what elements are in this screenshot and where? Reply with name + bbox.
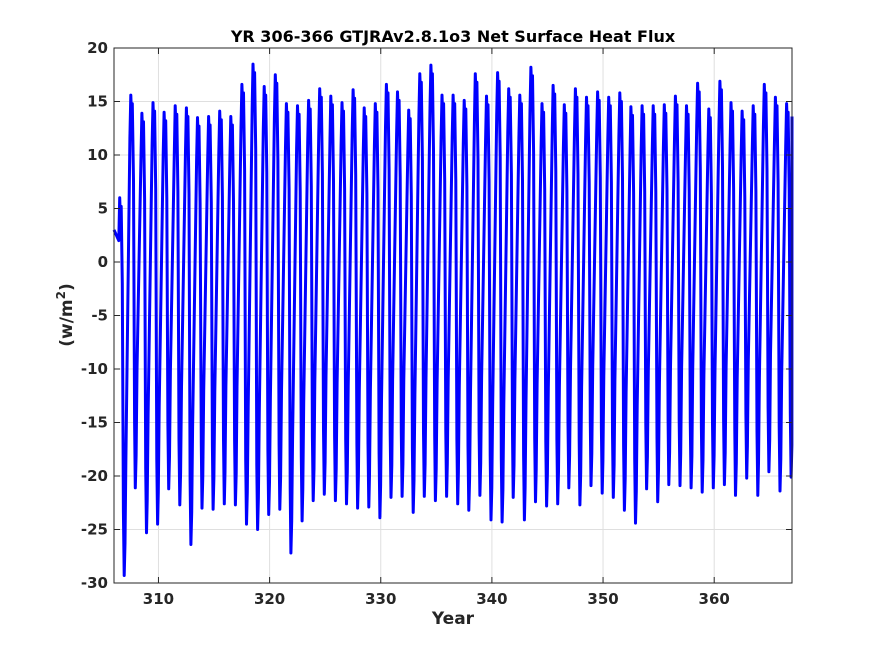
y-tick-label: -5 [91, 307, 108, 325]
y-tick-label: 10 [87, 146, 108, 164]
y-axis-label-close: ) [57, 283, 77, 291]
y-tick-label: 15 [87, 93, 108, 111]
x-tick-label: 350 [587, 590, 618, 608]
heat-flux-line [112, 62, 794, 577]
y-axis-label-superscript: 2 [54, 291, 68, 299]
x-tick-label: 340 [476, 590, 507, 608]
x-tick-label: 310 [143, 590, 174, 608]
y-tick-label: -20 [81, 467, 108, 485]
x-tick-label: 360 [699, 590, 730, 608]
y-tick-label: -10 [81, 360, 108, 378]
y-tick-label: 20 [87, 39, 108, 57]
y-tick-label: 0 [98, 253, 108, 271]
y-tick-label: -25 [81, 521, 108, 539]
chart-title: YR 306-366 GTJRAv2.8.1o3 Net Surface Hea… [230, 27, 676, 46]
x-tick-label: 330 [365, 590, 396, 608]
y-tick-label: -30 [81, 574, 108, 592]
x-tick-label: 320 [254, 590, 285, 608]
x-axis-label: Year [431, 609, 475, 629]
series-line [112, 62, 794, 577]
y-axis-label-base: (w/m [57, 299, 77, 346]
x-axis-ticks: 310 320 330 340 350 360 [143, 48, 730, 608]
y-axis-ticks: -30 -25 -20 -15 -10 -5 0 5 10 15 20 [81, 39, 792, 592]
y-tick-label: -15 [81, 414, 108, 432]
y-tick-label: 5 [98, 200, 108, 218]
y-axis-label: (w/m2) [54, 283, 77, 347]
